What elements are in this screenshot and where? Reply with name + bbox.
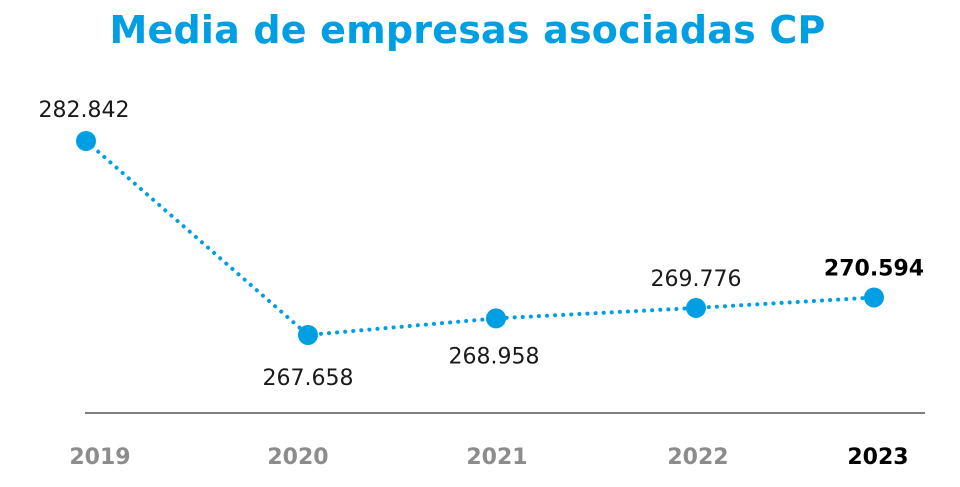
series-layer [76,131,884,345]
tick-layer: 2019 2020 2021 2022 2023 [69,445,908,470]
data-label: 267.658 [263,366,354,391]
data-point [76,131,96,151]
x-tick-label: 2021 [466,445,527,470]
data-point [298,325,318,345]
x-tick-label: 2022 [667,445,728,470]
data-point [864,287,884,308]
data-label: 270.594 [824,256,924,281]
chart-title: Media de empresas asociadas CP [109,8,826,52]
data-label: 269.776 [651,267,742,292]
series-line [84,139,876,338]
data-label: 282.842 [39,98,130,123]
data-point [486,308,506,329]
x-tick-label: 2019 [69,445,130,470]
data-point [686,297,706,318]
label-layer: 282.842 267.658 268.958 269.776 270.594 [39,98,925,391]
x-tick-label: 2020 [267,445,328,470]
x-tick-label: 2023 [847,445,908,470]
data-label: 268.958 [449,344,540,369]
